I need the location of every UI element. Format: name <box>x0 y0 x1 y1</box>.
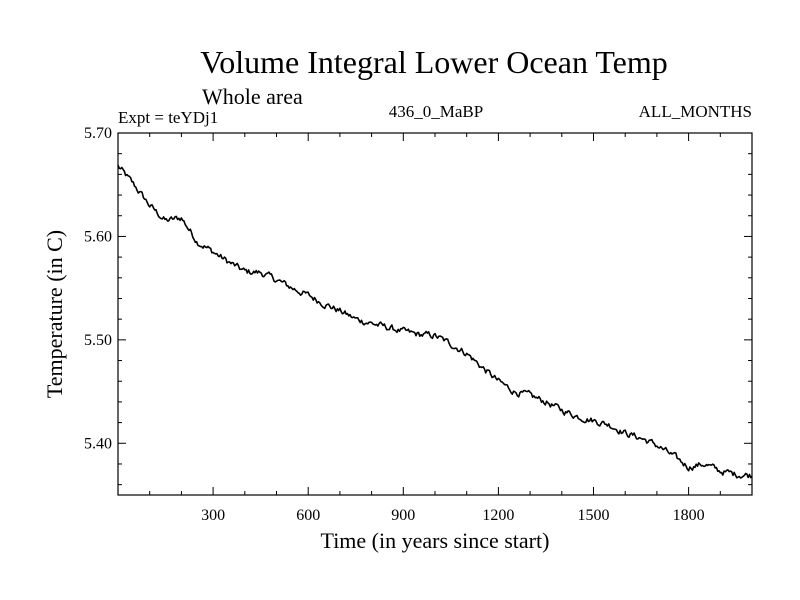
period-label: 436_0_MaBP <box>389 102 483 121</box>
experiment-label: Expt = teYDj1 <box>118 108 218 127</box>
y-tick-label: 5.40 <box>84 435 112 452</box>
chart-title: Volume Integral Lower Ocean Temp <box>200 44 668 80</box>
x-axis: 300 600 900 1200 1500 1800 <box>149 133 721 524</box>
y-tick-label: 5.70 <box>84 125 112 142</box>
y-axis-label: Temperature (in C) <box>42 230 67 398</box>
x-tick-label: 600 <box>296 507 320 524</box>
x-axis-label: Time (in years since start) <box>321 528 550 553</box>
chart-subtitle: Whole area <box>202 84 303 109</box>
x-tick-label: 1200 <box>482 507 514 524</box>
y-tick-label: 5.50 <box>84 332 112 349</box>
plot-frame <box>117 132 753 496</box>
y-tick-label: 5.60 <box>84 228 112 245</box>
temperature-series-line <box>117 164 753 479</box>
x-tick-label: 1800 <box>673 507 705 524</box>
x-tick-label: 1500 <box>578 507 610 524</box>
x-tick-label: 900 <box>391 507 415 524</box>
x-tick-label: 300 <box>201 507 225 524</box>
y-axis: 5.40 5.50 5.60 5.70 <box>84 125 752 486</box>
months-label: ALL_MONTHS <box>639 102 752 121</box>
